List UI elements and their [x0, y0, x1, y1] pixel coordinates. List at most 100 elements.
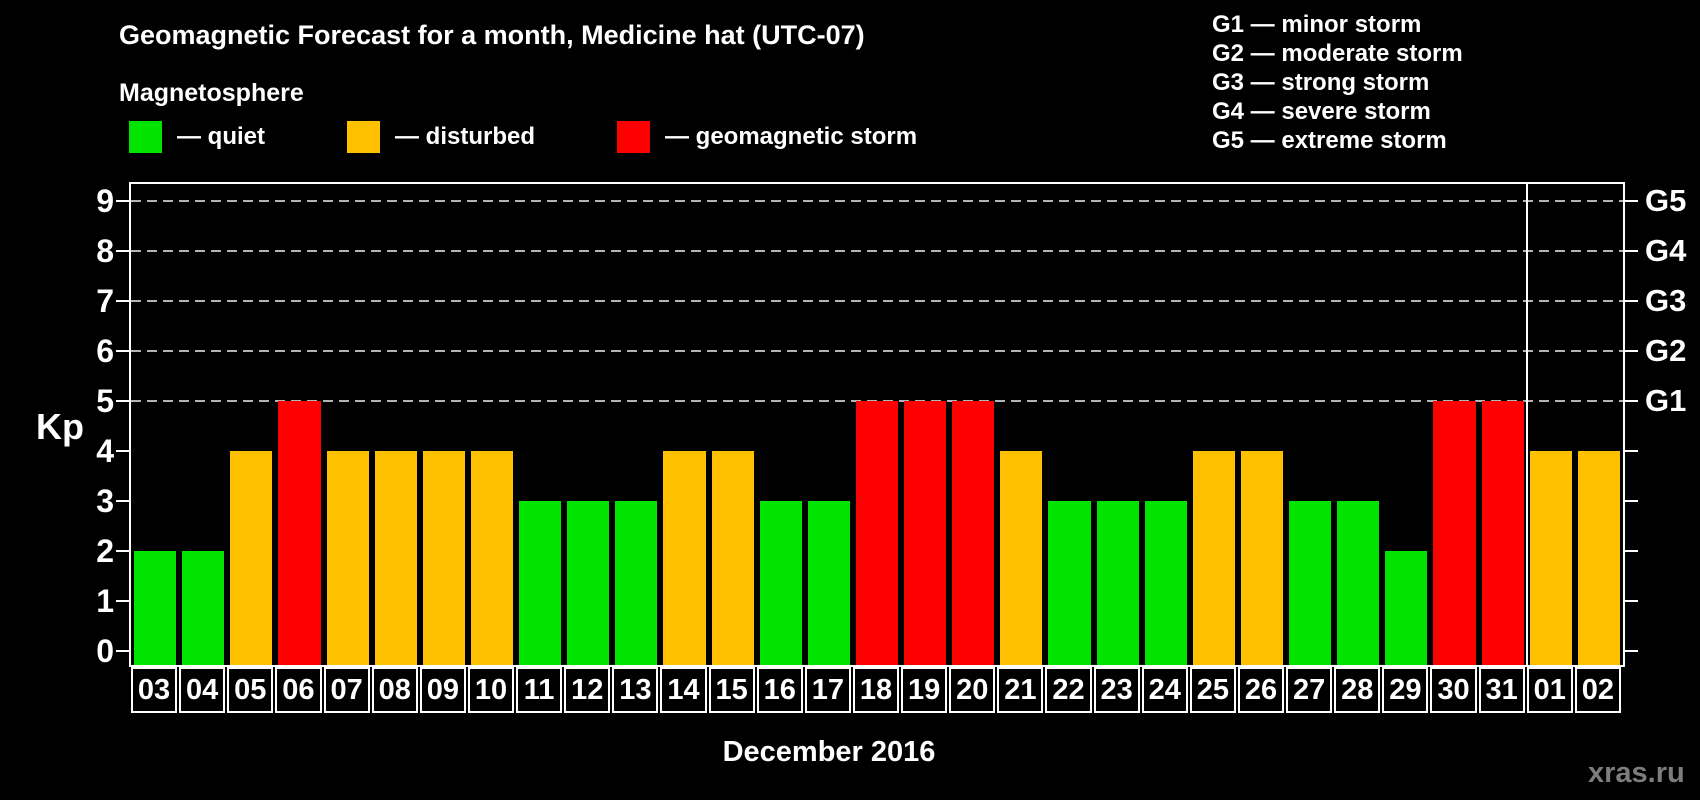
- kp-bar-day-23: [1096, 501, 1139, 665]
- day-label-19: 19: [901, 667, 948, 713]
- day-label-04: 04: [179, 667, 226, 713]
- kp-tick-label-8: 8: [96, 233, 114, 269]
- day-label-13: 13: [612, 667, 659, 713]
- kp-bar-day-13: [615, 501, 658, 665]
- kp-tick-0: [116, 650, 129, 652]
- legend-label-quiet: — quiet: [177, 123, 265, 150]
- kp-bar-day-20: [952, 401, 995, 665]
- day-label-23: 23: [1093, 667, 1140, 713]
- kp-tick-1: [116, 600, 129, 602]
- watermark: xras.ru: [1588, 757, 1685, 789]
- disturbed-color-swatch-icon: [347, 121, 380, 153]
- kp-tick-label-7: 7: [96, 283, 114, 319]
- day-label-14: 14: [660, 667, 707, 713]
- day-label-30: 30: [1430, 667, 1477, 713]
- legend-label-disturbed: — disturbed: [395, 123, 536, 150]
- kp-bar-day-01: [1529, 451, 1572, 665]
- day-label-02: 02: [1574, 667, 1621, 713]
- kp-tick-7: [116, 300, 129, 302]
- g-scale-line-g3: G3 — strong storm: [1212, 69, 1430, 96]
- kp-bar-day-31: [1481, 401, 1524, 665]
- kp-tick-6: [116, 350, 129, 352]
- kp-bar-day-28: [1337, 501, 1380, 665]
- kp-tick-label-0: 0: [96, 633, 114, 669]
- plot-area: [129, 182, 1625, 667]
- kp-bar-day-27: [1289, 501, 1332, 665]
- day-label-11: 11: [516, 667, 563, 713]
- day-label-27: 27: [1286, 667, 1333, 713]
- kp-tick-3: [116, 500, 129, 502]
- day-label-03: 03: [131, 667, 178, 713]
- kp-bar-day-22: [1048, 501, 1091, 665]
- kp-bar-day-19: [904, 401, 947, 665]
- day-label-17: 17: [804, 667, 851, 713]
- g-axis-tick-2: [1625, 550, 1638, 552]
- g-axis-tick-7: [1625, 300, 1638, 302]
- g-tick-label-g2: G2: [1645, 333, 1687, 368]
- kp-tick-label-9: 9: [96, 183, 114, 219]
- kp-bar-day-18: [855, 401, 899, 665]
- legend-label-storm: — geomagnetic storm: [665, 123, 918, 150]
- kp-axis-title: Kp: [36, 406, 84, 447]
- kp-bar-day-30: [1433, 401, 1476, 665]
- day-label-29: 29: [1382, 667, 1429, 713]
- kp-tick-4: [116, 450, 129, 452]
- g-tick-label-g3: G3: [1645, 283, 1687, 318]
- kp-tick-label-6: 6: [96, 333, 114, 369]
- kp-bar-day-04: [182, 551, 225, 665]
- magnetosphere-legend: — quiet — disturbed — geomagnetic storm: [0, 120, 1100, 156]
- gridline-kp-6: [131, 350, 1623, 352]
- kp-tick-label-3: 3: [96, 483, 114, 519]
- day-label-24: 24: [1141, 667, 1188, 713]
- day-label-05: 05: [227, 667, 274, 713]
- kp-tick-label-2: 2: [96, 533, 114, 569]
- day-label-07: 07: [323, 667, 370, 713]
- g-axis-tick-0: [1625, 650, 1638, 652]
- kp-tick-9: [116, 200, 129, 202]
- g-axis-tick-1: [1625, 600, 1638, 602]
- g-axis-tick-5: [1625, 400, 1638, 402]
- g-tick-label-g4: G4: [1645, 233, 1687, 268]
- g-axis-tick-8: [1625, 250, 1638, 252]
- g-scale-line-g2: G2 — moderate storm: [1212, 40, 1463, 67]
- kp-bar-day-15: [711, 451, 754, 665]
- gridline-kp-9: [131, 200, 1623, 202]
- storm-color-swatch-icon: [617, 121, 650, 153]
- legend-item-disturbed: — disturbed: [347, 120, 535, 154]
- kp-bar-day-26: [1240, 451, 1284, 665]
- day-label-31: 31: [1478, 667, 1525, 713]
- kp-bar-day-02: [1577, 451, 1620, 665]
- day-label-06: 06: [275, 667, 322, 713]
- g-axis-tick-9: [1625, 200, 1638, 202]
- day-label-18: 18: [852, 667, 900, 713]
- gridline-kp-7: [131, 300, 1623, 302]
- day-label-16: 16: [756, 667, 803, 713]
- day-label-20: 20: [949, 667, 996, 713]
- kp-bar-day-24: [1144, 501, 1187, 665]
- day-label-10: 10: [467, 667, 515, 713]
- day-label-12: 12: [564, 667, 611, 713]
- day-label-09: 09: [419, 667, 466, 713]
- kp-bar-day-29: [1385, 551, 1428, 665]
- day-label-22: 22: [1045, 667, 1092, 713]
- g-scale-legend: G1 — minor storm G2 — moderate storm G3 — …: [1212, 10, 1463, 155]
- kp-bar-day-05: [230, 451, 273, 665]
- g-scale-line-g4: G4 — severe storm: [1212, 98, 1431, 125]
- kp-tick-8: [116, 250, 129, 252]
- kp-tick-label-5: 5: [96, 383, 114, 419]
- day-label-15: 15: [708, 667, 755, 713]
- chart-title: Geomagnetic Forecast for a month, Medici…: [119, 20, 865, 50]
- kp-bar-day-25: [1192, 451, 1235, 665]
- day-label-08: 08: [371, 667, 418, 713]
- g-axis-tick-4: [1625, 450, 1638, 452]
- day-label-26: 26: [1237, 667, 1285, 713]
- kp-bar-day-21: [1000, 451, 1043, 665]
- kp-bar-day-10: [470, 451, 514, 665]
- kp-tick-2: [116, 550, 129, 552]
- g-tick-label-g5: G5: [1645, 183, 1687, 218]
- kp-tick-5: [116, 400, 129, 402]
- day-label-28: 28: [1334, 667, 1381, 713]
- day-label-25: 25: [1189, 667, 1236, 713]
- g-axis-tick-3: [1625, 500, 1638, 502]
- day-axis-row: 03 04 05 06 07 08 09 10 11 12 13 14 15 16 17 18 19 20 21 22…: [131, 667, 1627, 715]
